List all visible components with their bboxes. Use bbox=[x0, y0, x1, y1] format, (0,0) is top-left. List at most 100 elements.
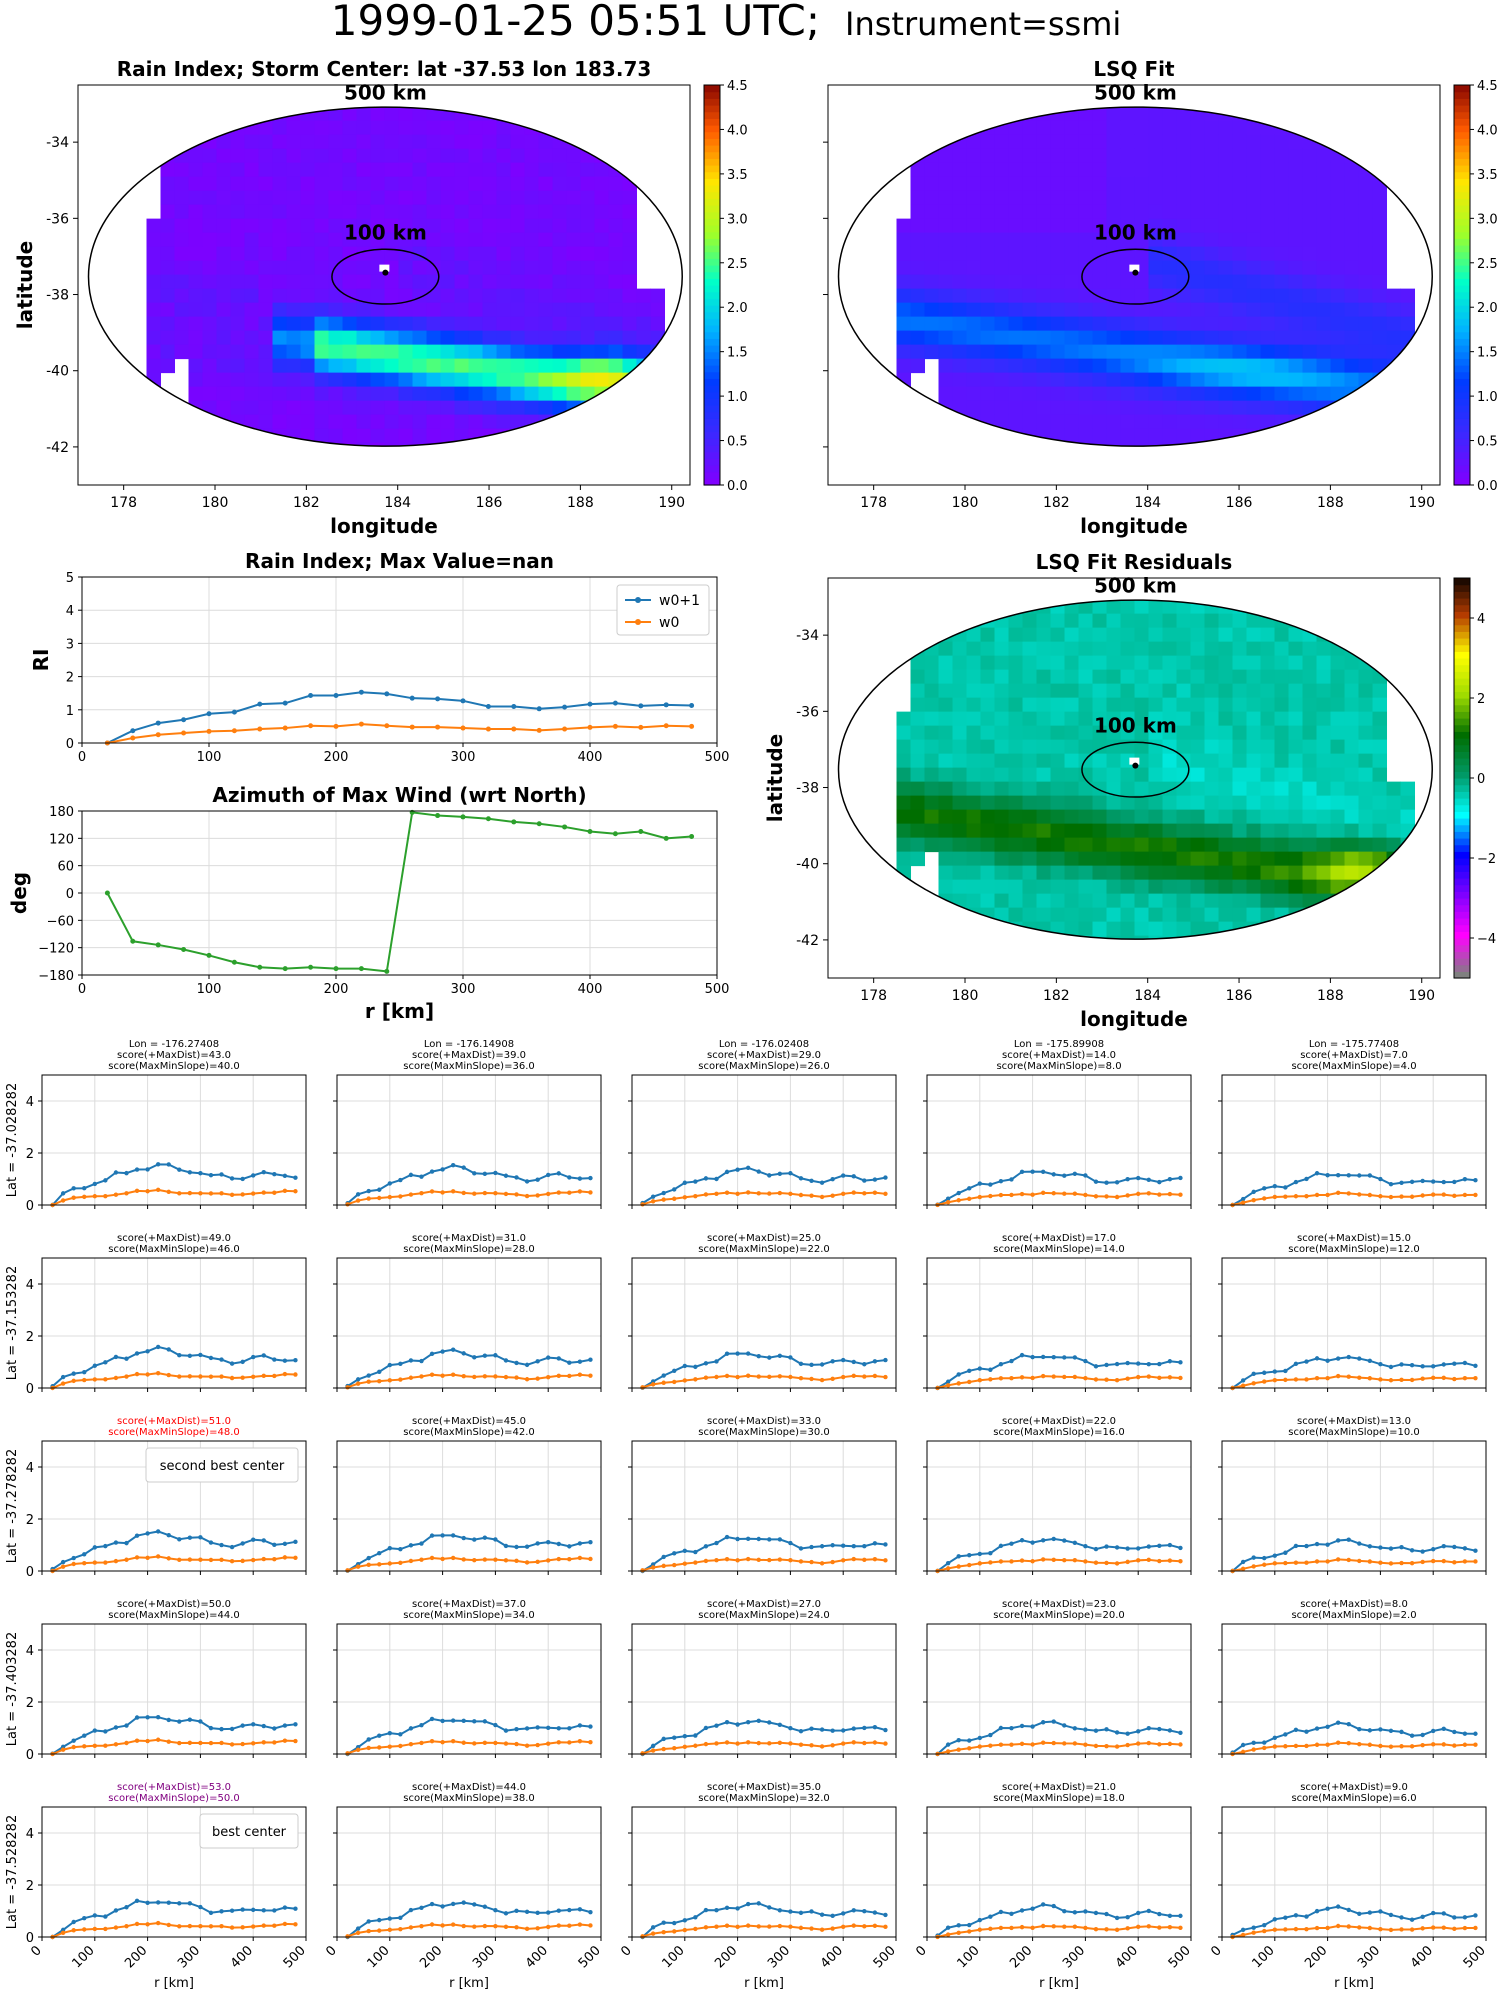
score-subplot: 024score(MaxMinSlope)=44.0score(+MaxDist… bbox=[5, 1599, 307, 1763]
data-point bbox=[1009, 1541, 1014, 1546]
data-point bbox=[493, 1537, 498, 1542]
column-title: Lon = -175.89908 bbox=[1014, 1039, 1104, 1050]
map-cell bbox=[1008, 795, 1024, 811]
data-point bbox=[145, 1372, 150, 1377]
map-cell bbox=[1204, 134, 1220, 150]
colorbar-tick-label: 2.5 bbox=[1477, 257, 1498, 272]
data-point bbox=[113, 1170, 119, 1175]
map-cell bbox=[1232, 725, 1248, 741]
map-cell bbox=[952, 274, 968, 290]
map-cell bbox=[188, 162, 204, 178]
map-cell bbox=[594, 316, 610, 332]
data-point bbox=[883, 1542, 888, 1547]
map-cell bbox=[272, 274, 288, 290]
data-point bbox=[777, 1722, 783, 1727]
colorbar-segment bbox=[704, 418, 720, 426]
map-cell bbox=[1232, 218, 1248, 234]
data-point bbox=[409, 724, 415, 730]
map-cell bbox=[230, 400, 246, 416]
data-point bbox=[1431, 1375, 1436, 1381]
map-cell bbox=[1176, 120, 1192, 136]
data-point bbox=[672, 1746, 677, 1751]
map-cell bbox=[202, 344, 218, 360]
map-cell bbox=[1078, 795, 1094, 811]
map-cell bbox=[1204, 865, 1220, 881]
data-point bbox=[1357, 1727, 1362, 1732]
data-point bbox=[524, 1179, 530, 1184]
map-cell bbox=[1344, 372, 1360, 388]
data-point bbox=[251, 1557, 256, 1563]
map-cell bbox=[1246, 288, 1262, 304]
data-point bbox=[851, 1174, 856, 1179]
map-cell bbox=[1176, 400, 1192, 416]
map-cell bbox=[1246, 232, 1262, 248]
map-cell bbox=[1386, 372, 1402, 388]
map-cell bbox=[622, 372, 638, 388]
map-cell bbox=[1372, 260, 1388, 276]
data-point bbox=[1262, 1562, 1267, 1567]
colorbar-segment bbox=[704, 125, 720, 133]
data-point bbox=[1104, 1544, 1109, 1549]
data-point bbox=[777, 1557, 783, 1562]
data-point bbox=[1178, 1730, 1183, 1736]
data-point bbox=[703, 1741, 709, 1747]
axes-frame bbox=[1221, 1257, 1487, 1389]
data-point bbox=[71, 1555, 76, 1561]
x-tick-label: 182 bbox=[293, 495, 320, 511]
data-point bbox=[377, 1378, 382, 1384]
map-cell bbox=[300, 204, 316, 220]
map-cell bbox=[1274, 627, 1290, 643]
map-cell bbox=[1218, 274, 1234, 290]
map-cell bbox=[980, 767, 996, 783]
colorbar-segment bbox=[704, 271, 720, 279]
map-cell bbox=[356, 232, 372, 248]
map-cell bbox=[370, 107, 386, 122]
data-point bbox=[745, 1190, 751, 1195]
map-cell bbox=[1386, 879, 1402, 895]
map-cell bbox=[1190, 879, 1206, 895]
data-point bbox=[308, 723, 314, 729]
map-cell bbox=[1008, 837, 1024, 853]
map-cell bbox=[1176, 865, 1192, 881]
map-cell bbox=[482, 372, 498, 388]
data-point bbox=[1146, 1544, 1151, 1549]
map-cell bbox=[468, 428, 484, 444]
data-point bbox=[872, 1177, 878, 1182]
map-cell bbox=[952, 613, 968, 629]
score-maxminslope: score(MaxMinSlope)=12.0 bbox=[1288, 1244, 1419, 1255]
series-line bbox=[347, 1717, 591, 1755]
data-point bbox=[377, 1562, 382, 1567]
map-cell bbox=[244, 386, 260, 402]
map-cell bbox=[538, 372, 554, 388]
map-cell bbox=[1218, 107, 1234, 108]
score-maxdist: score(+MaxDist)=39.0 bbox=[412, 1050, 526, 1061]
map-cell bbox=[1218, 683, 1234, 699]
map-cell bbox=[244, 288, 260, 304]
data-point bbox=[1240, 1196, 1246, 1202]
map-cell bbox=[398, 428, 414, 444]
data-point bbox=[272, 1542, 277, 1548]
map-cell bbox=[160, 288, 176, 304]
map-cell bbox=[1204, 330, 1220, 346]
map-cell bbox=[300, 246, 316, 262]
series-line bbox=[1231, 1356, 1476, 1389]
y-tick-label: 0 bbox=[26, 1382, 34, 1397]
map-cell bbox=[1358, 148, 1374, 164]
data-point bbox=[113, 1725, 119, 1730]
map-cell bbox=[258, 218, 274, 234]
map-cell bbox=[1036, 190, 1052, 206]
map-cell bbox=[1358, 739, 1374, 755]
map-cell bbox=[966, 218, 982, 234]
series-line bbox=[1231, 1538, 1476, 1572]
map-cell bbox=[1078, 414, 1094, 430]
map-cell bbox=[1274, 232, 1290, 248]
map-cell bbox=[1302, 246, 1318, 262]
map-cell bbox=[1400, 414, 1416, 430]
colorbar-segment bbox=[1454, 478, 1470, 486]
map-cell bbox=[1134, 865, 1150, 881]
map-cell bbox=[1260, 107, 1276, 108]
map-cell bbox=[300, 134, 316, 150]
data-point bbox=[92, 1545, 98, 1550]
map-cell bbox=[314, 428, 330, 444]
map-cell bbox=[146, 344, 162, 360]
